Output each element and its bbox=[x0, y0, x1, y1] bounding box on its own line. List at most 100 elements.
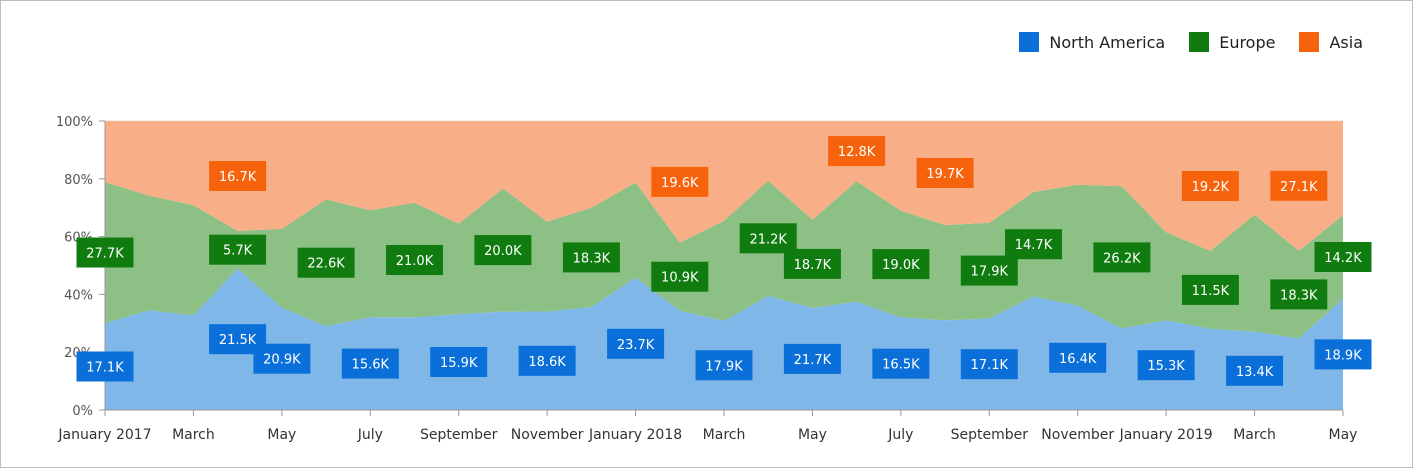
data-label-box-europe bbox=[562, 242, 620, 273]
y-tick-label: 80% bbox=[64, 173, 93, 188]
data-label-north-america: 23.7K bbox=[617, 338, 655, 353]
data-label-europe: 5.7K bbox=[223, 244, 253, 259]
data-label-box-europe bbox=[783, 248, 841, 279]
data-label-box-north-america bbox=[1049, 342, 1107, 373]
data-label-europe: 21.0K bbox=[396, 254, 434, 269]
axes: 0%20%40%60%80%100%January 2017MarchMayJu… bbox=[56, 115, 1358, 443]
x-tick-label: January 2019 bbox=[1119, 427, 1213, 443]
data-label-box-europe bbox=[297, 247, 355, 278]
data-label-north-america: 18.6K bbox=[528, 355, 566, 370]
data-label-box-north-america bbox=[960, 349, 1018, 380]
x-tick-label: September bbox=[951, 427, 1029, 443]
data-label-box-europe bbox=[209, 234, 267, 265]
data-label-europe: 21.2K bbox=[749, 232, 787, 247]
x-tick-label: November bbox=[511, 427, 584, 443]
data-label-asia: 19.7K bbox=[926, 167, 964, 182]
data-label-box-north-america bbox=[518, 345, 576, 376]
data-label-box-north-america bbox=[253, 343, 311, 374]
legend-label-asia: Asia bbox=[1329, 32, 1363, 52]
data-label-box-north-america bbox=[872, 348, 930, 379]
data-label-box-asia bbox=[651, 166, 709, 197]
x-tick-label: January 2018 bbox=[588, 427, 682, 443]
data-label-box-europe bbox=[872, 249, 930, 280]
data-label-box-europe bbox=[1005, 229, 1062, 260]
data-label-europe: 20.0K bbox=[484, 244, 522, 259]
data-label-box-asia bbox=[1270, 170, 1328, 201]
data-label-north-america: 20.9K bbox=[263, 353, 301, 368]
data-label-box-asia bbox=[209, 161, 267, 191]
x-tick-label: September bbox=[420, 427, 498, 443]
x-tick-label: May bbox=[267, 427, 296, 443]
data-label-europe: 19.0K bbox=[882, 258, 920, 273]
x-tick-label: January 2017 bbox=[57, 427, 151, 443]
data-label-north-america: 21.5K bbox=[219, 333, 257, 348]
area-asia bbox=[105, 121, 1343, 251]
legend-item-europe[interactable]: Europe bbox=[1189, 32, 1275, 52]
data-label-box-europe bbox=[1093, 242, 1151, 273]
data-label-box-north-america bbox=[607, 328, 665, 359]
data-label-europe: 27.7K bbox=[86, 247, 124, 262]
data-label-box-europe bbox=[386, 245, 443, 275]
legend-item-asia[interactable]: Asia bbox=[1299, 32, 1363, 52]
legend-label-europe: Europe bbox=[1219, 32, 1276, 52]
data-label-box-north-america bbox=[341, 348, 399, 379]
data-label-europe: 14.2K bbox=[1324, 251, 1362, 266]
data-label-box-europe bbox=[76, 237, 134, 268]
data-label-north-america: 15.6K bbox=[352, 358, 390, 373]
data-label-box-europe bbox=[960, 255, 1018, 286]
x-tick-label: May bbox=[1329, 427, 1358, 443]
data-label-box-north-america bbox=[76, 351, 134, 382]
data-label-north-america: 16.4K bbox=[1059, 352, 1097, 367]
data-label-north-america: 17.9K bbox=[705, 359, 743, 374]
x-tick-label: March bbox=[1233, 427, 1276, 443]
data-label-europe: 18.3K bbox=[1280, 288, 1318, 303]
data-label-north-america: 16.5K bbox=[882, 358, 920, 373]
data-label-asia: 19.2K bbox=[1192, 180, 1230, 195]
data-label-box-north-america bbox=[1137, 350, 1195, 381]
legend-swatch-asia bbox=[1299, 32, 1320, 52]
data-label-europe: 18.7K bbox=[794, 258, 832, 273]
data-label-asia: 19.6K bbox=[661, 176, 699, 191]
x-tick-label: March bbox=[172, 427, 215, 443]
legend-item-north-america[interactable]: North America bbox=[1019, 32, 1165, 52]
data-label-north-america: 18.9K bbox=[1324, 348, 1362, 363]
data-label-box-europe bbox=[651, 261, 709, 292]
data-label-box-asia bbox=[1181, 171, 1239, 201]
y-tick-label: 100% bbox=[56, 115, 93, 130]
data-label-box-europe bbox=[474, 235, 532, 266]
legend-label-north-america: North America bbox=[1049, 32, 1166, 52]
data-label-box-europe bbox=[1181, 274, 1239, 305]
data-label-asia: 16.7K bbox=[219, 170, 257, 185]
data-label-north-america: 15.9K bbox=[440, 356, 478, 371]
data-label-asia: 12.8K bbox=[838, 145, 876, 160]
data-label-north-america: 17.1K bbox=[971, 358, 1009, 373]
data-label-europe: 18.3K bbox=[573, 251, 611, 266]
data-label-europe: 17.9K bbox=[971, 265, 1009, 280]
data-label-box-europe bbox=[739, 223, 797, 254]
x-tick-label: March bbox=[703, 427, 746, 443]
data-label-box-europe bbox=[1270, 279, 1328, 310]
data-label-box-north-america bbox=[430, 347, 488, 377]
area-europe bbox=[105, 180, 1343, 339]
x-tick-label: November bbox=[1041, 427, 1114, 443]
y-tick-label: 0% bbox=[72, 404, 93, 419]
x-tick-label: July bbox=[887, 427, 913, 443]
data-label-box-asia bbox=[916, 158, 974, 188]
data-label-north-america: 15.3K bbox=[1147, 359, 1185, 374]
data-label-box-north-america bbox=[1226, 355, 1284, 386]
data-label-north-america: 13.4K bbox=[1236, 365, 1274, 380]
data-labels: 17.1K 21.5K 20.9K 15.6K 15.9K 18.6K 23.7K 17.9K… bbox=[76, 136, 1372, 386]
legend-swatch-europe bbox=[1189, 32, 1210, 52]
x-tick-label: July bbox=[357, 427, 383, 443]
data-label-europe: 14.7K bbox=[1015, 238, 1053, 253]
data-label-north-america: 21.7K bbox=[794, 353, 832, 368]
data-label-north-america: 17.1K bbox=[86, 361, 124, 376]
data-label-europe: 10.9K bbox=[661, 271, 699, 286]
data-label-box-europe bbox=[1314, 242, 1372, 272]
data-label-box-north-america bbox=[1314, 339, 1372, 370]
data-label-europe: 26.2K bbox=[1103, 251, 1141, 266]
area-north-america bbox=[105, 268, 1343, 410]
legend-swatch-north-america bbox=[1019, 32, 1040, 52]
data-label-box-north-america bbox=[695, 350, 753, 381]
